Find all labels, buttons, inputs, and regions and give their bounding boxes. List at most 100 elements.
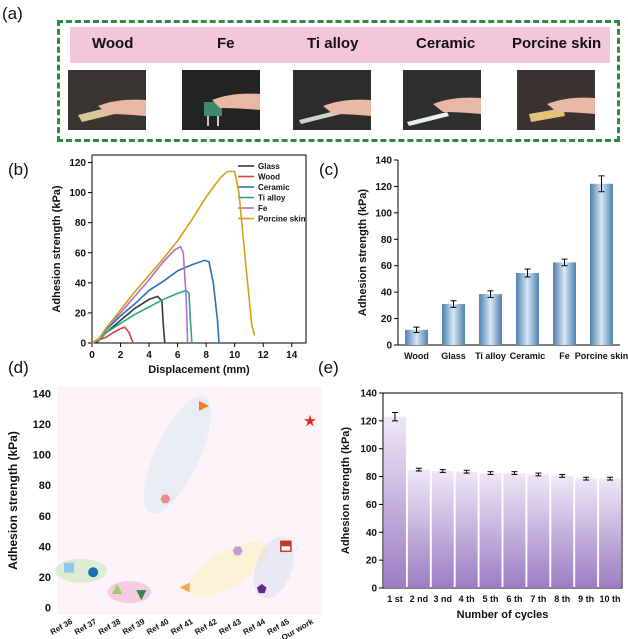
d-ylabel: Adhesion strength (kPa)	[6, 431, 20, 570]
b-xtick-label: 6	[175, 350, 181, 361]
d-ytick-label: 40	[39, 541, 51, 553]
b-ytick-label: 120	[69, 158, 86, 169]
d-point-our-work	[303, 414, 317, 427]
b-ytick-label: 60	[75, 248, 87, 259]
c-xtick-label: Glass	[441, 351, 466, 361]
b-ytick-label: 20	[75, 308, 87, 319]
d-group-ellipse	[253, 536, 294, 599]
b-series-line-ti-alloy	[91, 289, 193, 344]
photo-ceramic	[403, 70, 481, 130]
b-legend-label: Glass	[258, 162, 280, 171]
panel-label-b: (b)	[8, 160, 29, 179]
b-legend-label: Ceramic	[258, 183, 290, 192]
photo-porcine-skin	[517, 70, 595, 130]
c-ytick-label: 80	[381, 235, 393, 246]
material-label-fe: Fe	[217, 35, 235, 52]
d-xtick-label: Ref 42	[193, 617, 219, 637]
e-ytick-label: 20	[366, 556, 378, 567]
d-xtick-label: Ref 38	[97, 617, 123, 637]
e-axes-frame	[382, 392, 623, 589]
e-bar-5	[479, 473, 502, 588]
e-ytick-label: 80	[366, 472, 378, 483]
b-xtick-label: 4	[146, 350, 152, 361]
d-xtick-label: Ref 36	[49, 617, 75, 637]
panel-a-border	[57, 20, 620, 142]
material-header-band	[70, 27, 610, 63]
d-point-ref-40	[160, 494, 171, 504]
c-bar-porcine-skin	[590, 183, 613, 345]
d-point-ref-43	[232, 546, 243, 556]
b-xtick-label: 0	[89, 350, 95, 361]
e-bar-9	[575, 478, 598, 588]
e-xtick-label: 5 th	[483, 594, 499, 604]
d-point-ref-37	[88, 567, 99, 578]
e-ylabel: Adhesion strength (kPa)	[340, 427, 352, 554]
d-group-ellipse	[55, 558, 108, 583]
e-ytick-label: 100	[360, 444, 377, 455]
e-xtick-label: 9 th	[578, 594, 594, 604]
c-ytick-label: 120	[375, 182, 392, 193]
c-bar-ceramic	[516, 272, 539, 345]
e-bar-7	[527, 474, 550, 588]
d-ytick-label: 120	[33, 419, 51, 431]
material-label-wood: Wood	[92, 35, 134, 52]
e-xtick-label: 10 th	[600, 594, 621, 604]
b-legend-label: Ti alloy	[258, 194, 286, 203]
e-bar-1	[383, 416, 406, 588]
c-ytick-label: 140	[375, 156, 392, 167]
b-xlabel: Displacement (mm)	[148, 364, 250, 376]
b-xtick-label: 8	[203, 350, 209, 361]
d-point-ref-41	[198, 400, 209, 411]
e-ytick-label: 140	[360, 389, 377, 400]
d-ytick-label: 80	[39, 480, 51, 492]
d-point-ref-36	[64, 562, 75, 573]
e-xlabel: Number of cycles	[457, 609, 549, 621]
b-series-line-wood	[91, 326, 135, 344]
d-ytick-label: 20	[39, 572, 51, 584]
photo-ti-alloy	[293, 70, 371, 130]
b-ytick-label: 40	[75, 278, 87, 289]
d-xtick-label: Ref 39	[121, 617, 147, 637]
c-xtick-label: Wood	[404, 351, 429, 361]
e-xtick-label: 1 st	[387, 594, 403, 604]
e-ytick-label: 120	[360, 416, 377, 427]
c-bar-ti-alloy	[479, 294, 502, 345]
c-ytick-label: 20	[381, 314, 393, 325]
d-point-ref-44	[257, 584, 267, 594]
d-point-ref-38	[112, 584, 123, 595]
d-ytick-label: 140	[33, 389, 51, 401]
b-legend-label: Wood	[258, 173, 280, 182]
material-label-porcine-skin: Porcine skin	[512, 35, 602, 52]
e-xtick-label: 8 th	[554, 594, 570, 604]
e-ytick-label: 60	[366, 500, 378, 511]
b-ytick-label: 0	[80, 339, 86, 350]
b-legend-label: Porcine skin	[258, 215, 306, 224]
d-xtick-label: Ref 44	[241, 617, 267, 637]
c-ytick-label: 40	[381, 288, 393, 299]
photo-wood	[68, 70, 146, 130]
e-bar-8	[551, 475, 574, 588]
b-ylabel: Adhesion strength (kPa)	[51, 185, 63, 312]
c-xtick-label: Ceramic	[510, 351, 546, 361]
photo-fe	[182, 70, 260, 130]
b-xtick-label: 14	[286, 350, 298, 361]
panel-label-e: (e)	[318, 358, 339, 377]
b-xtick-label: 10	[229, 350, 241, 361]
d-ytick-label: 60	[39, 511, 51, 523]
c-xtick-label: Fe	[559, 351, 570, 361]
d-xtick-label: Ref 40	[145, 617, 171, 637]
b-series-line-ceramic	[91, 259, 220, 344]
d-xtick-label: Ref 41	[169, 617, 195, 637]
c-xtick-label: Porcine skin	[575, 351, 628, 361]
e-bar-3	[431, 471, 454, 588]
panel-label-c: (c)	[319, 160, 339, 179]
e-xtick-label: 7 th	[530, 594, 546, 604]
d-point-ref-41	[179, 582, 190, 593]
e-xtick-label: 4 th	[459, 594, 475, 604]
e-bar-4	[455, 471, 478, 588]
c-bar-wood	[405, 329, 428, 345]
b-xtick-label: 2	[118, 350, 124, 361]
d-ytick-label: 0	[45, 602, 51, 614]
e-ytick-label: 40	[366, 528, 378, 539]
